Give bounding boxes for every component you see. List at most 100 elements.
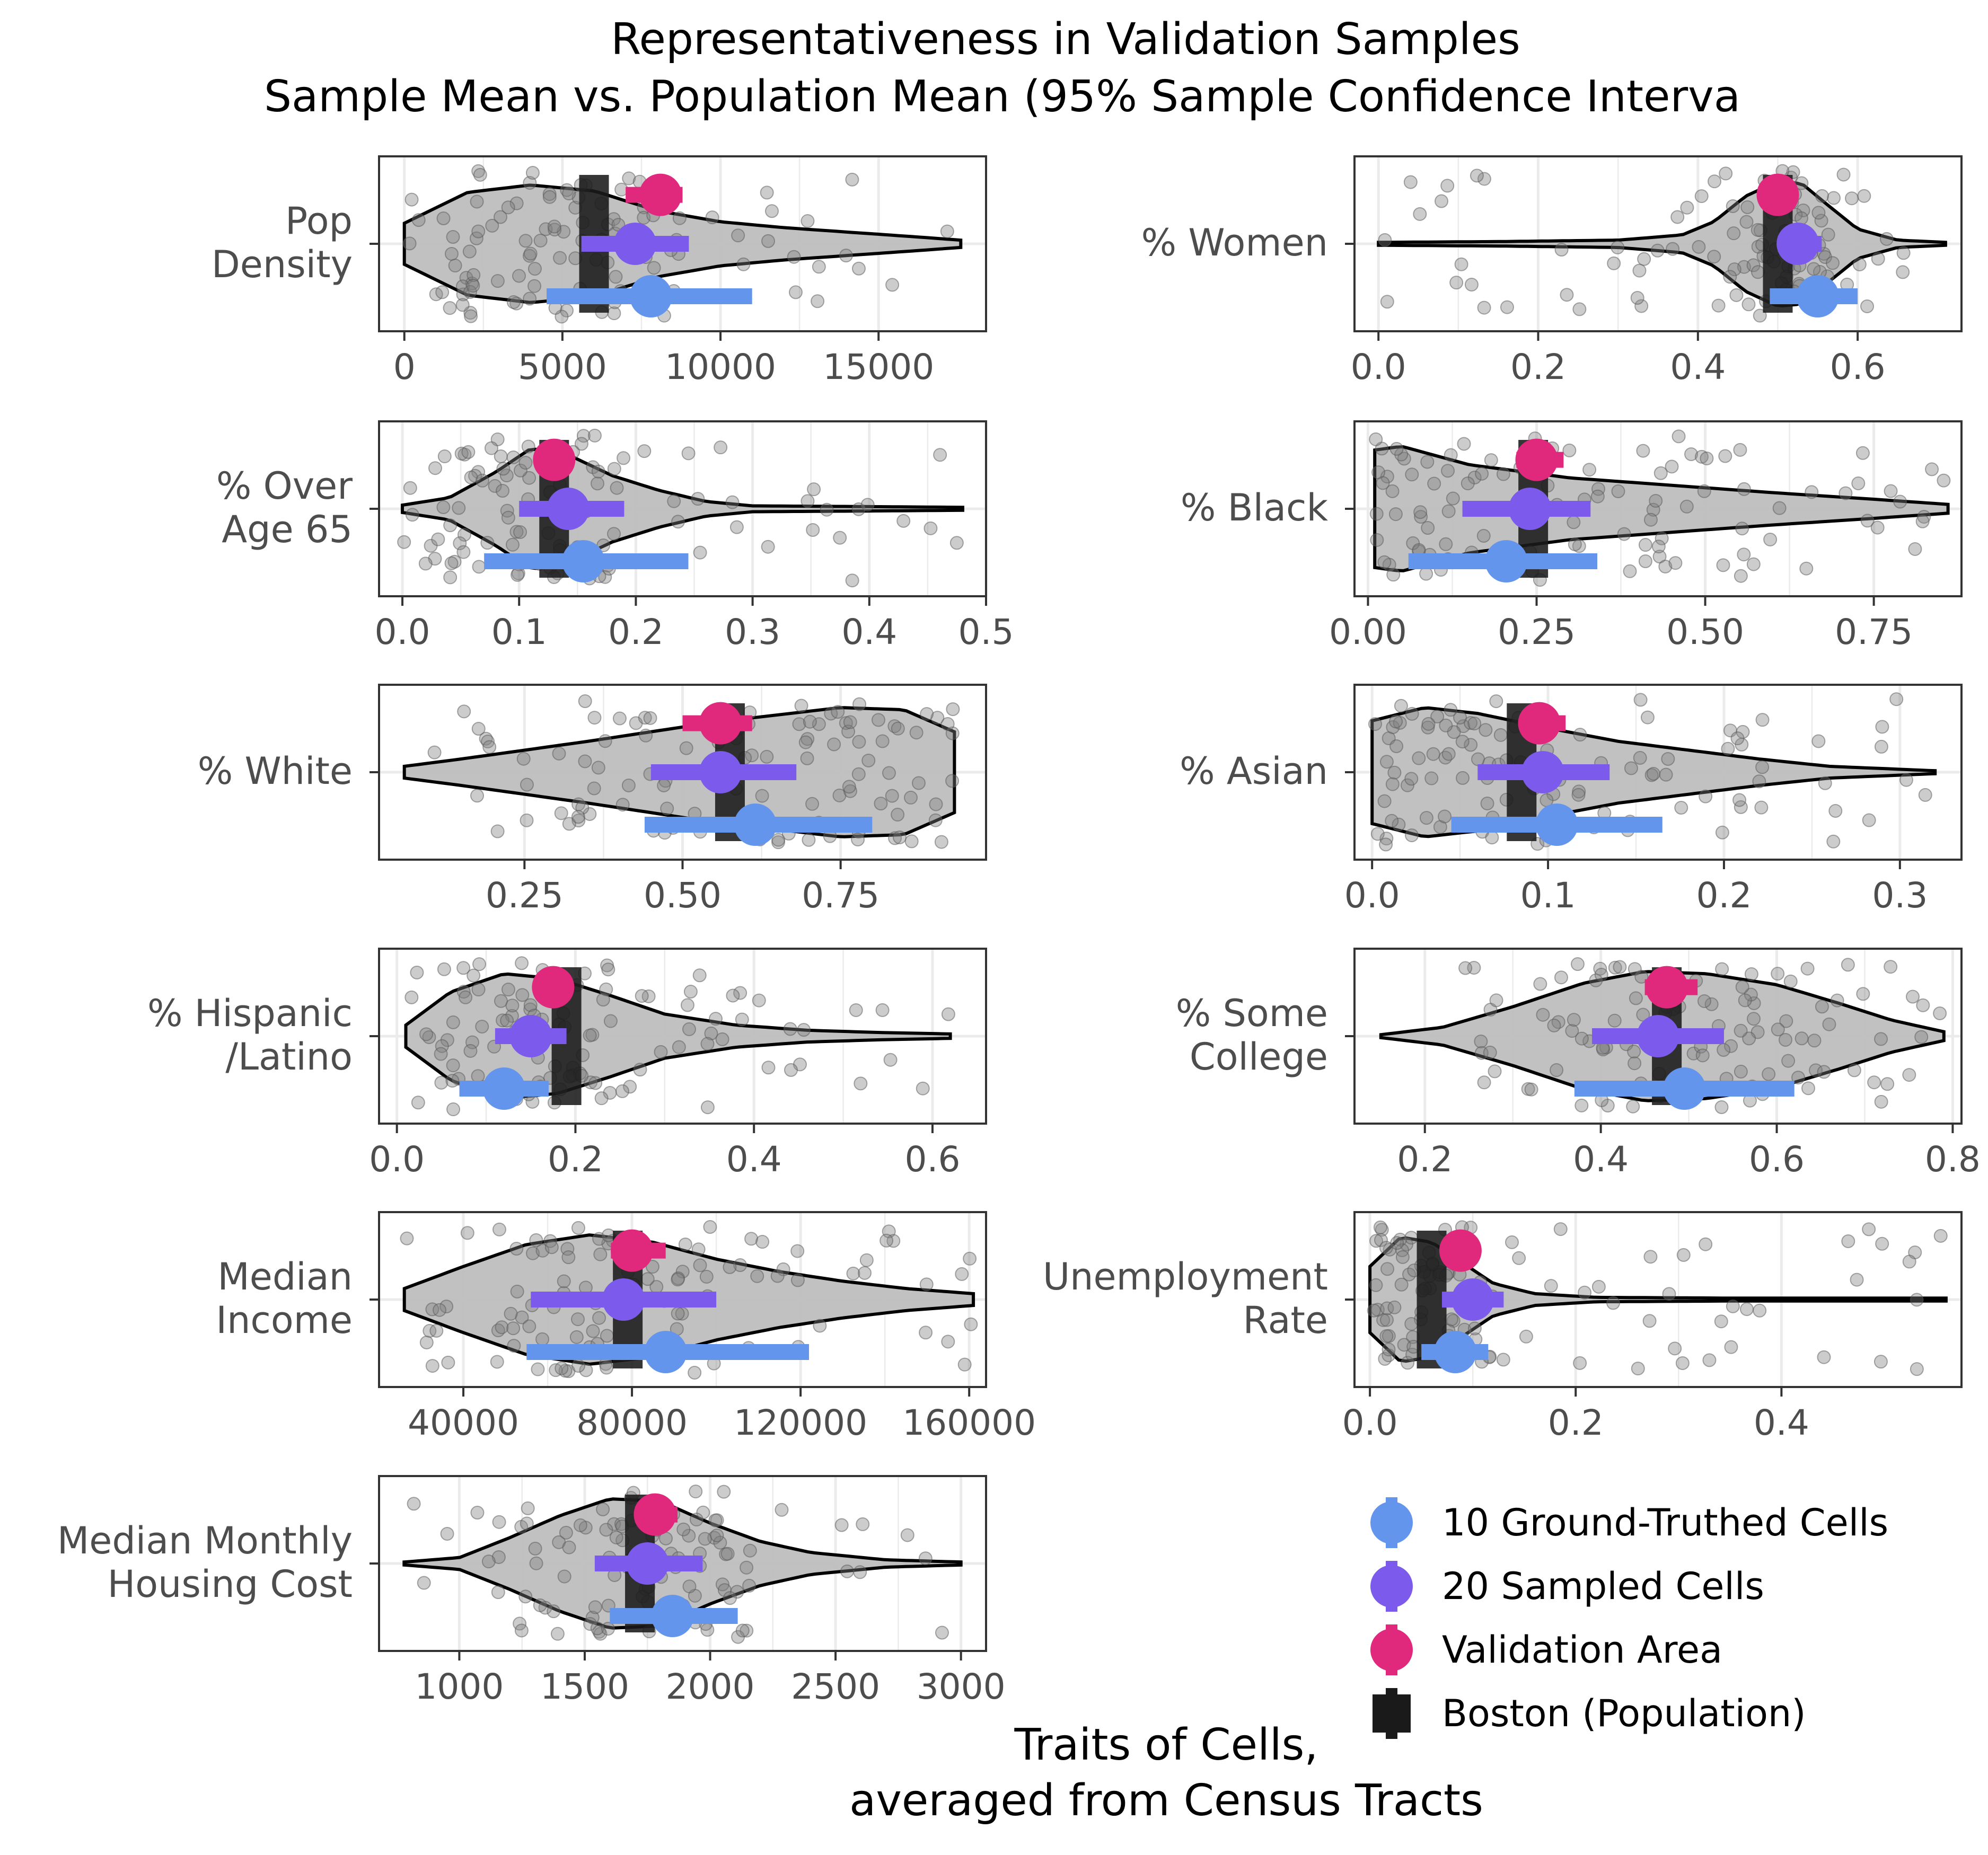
data-point (1533, 977, 1547, 991)
data-point (1841, 958, 1855, 972)
data-point (448, 259, 462, 273)
data-point (1457, 437, 1471, 451)
data-point (1413, 207, 1427, 221)
data-point (1623, 564, 1637, 578)
data-point (1650, 243, 1665, 258)
data-point (875, 734, 890, 748)
data-point (853, 1565, 867, 1579)
data-point (891, 808, 905, 822)
data-point (1795, 1031, 1809, 1046)
data-point (1676, 1248, 1691, 1262)
data-point (445, 1074, 460, 1088)
panel: % Black 0.00 0.25 0.50 0.75 (1181, 420, 1963, 652)
data-point (507, 1339, 521, 1353)
data-point (617, 451, 631, 465)
data-point (1902, 1255, 1916, 1269)
data-point (1628, 962, 1642, 976)
data-point (461, 445, 476, 459)
data-point (1607, 1013, 1622, 1028)
data-point (1453, 710, 1467, 725)
data-point (1382, 1348, 1396, 1363)
data-point (1899, 773, 1913, 787)
data-point (1828, 803, 1843, 818)
data-point (457, 527, 471, 542)
data-point (788, 285, 803, 299)
data-point (1727, 262, 1741, 277)
data-point (1374, 1233, 1388, 1247)
panel: % White 0.25 0.50 0.75 (198, 684, 987, 916)
data-point (1873, 1355, 1888, 1369)
data-point (1727, 226, 1741, 241)
sampled-mean-point (1508, 488, 1551, 530)
data-point (1740, 200, 1755, 214)
data-point (920, 707, 934, 721)
data-point (647, 261, 661, 275)
data-point (704, 1026, 718, 1040)
data-point (682, 1022, 696, 1036)
data-point (1387, 1300, 1402, 1314)
panel-label: Rate (1243, 1298, 1328, 1342)
data-point (1799, 561, 1814, 576)
data-point (1524, 1082, 1538, 1097)
data-point (671, 515, 685, 529)
data-point (792, 717, 806, 731)
data-point (689, 1513, 703, 1527)
data-point (444, 556, 459, 570)
data-point (1726, 199, 1740, 213)
panel: % Hispanic/Latino 0.0 0.2 0.4 0.6 (147, 948, 987, 1180)
data-point (1367, 1303, 1381, 1318)
panel-label: % White (198, 749, 353, 793)
data-point (1755, 760, 1770, 774)
data-point (535, 1332, 550, 1346)
data-point (439, 1300, 454, 1314)
data-point (1613, 960, 1627, 974)
data-point (752, 993, 766, 1008)
data-point (717, 1485, 731, 1499)
data-point (523, 246, 538, 261)
data-point (807, 482, 821, 497)
data-point (710, 1528, 724, 1542)
data-point (472, 560, 486, 574)
data-point (1734, 569, 1748, 583)
data-point (1889, 692, 1904, 706)
data-point (1369, 1234, 1384, 1248)
data-point (1916, 998, 1930, 1012)
data-point (596, 1502, 610, 1516)
data-point (1574, 1031, 1589, 1046)
data-point (1716, 558, 1730, 572)
data-point (679, 741, 693, 755)
data-point (683, 985, 698, 999)
data-point (1699, 1237, 1713, 1251)
data-point (1862, 1222, 1876, 1236)
data-point (715, 1032, 729, 1046)
x-tick-label: 0.2 (548, 1139, 603, 1180)
data-point (588, 1076, 603, 1090)
data-point (529, 1233, 543, 1247)
data-point (1421, 717, 1436, 731)
data-point (428, 461, 442, 475)
data-point (735, 1623, 750, 1638)
validation-mean-point (533, 438, 576, 481)
x-tick-label: 0.2 (1696, 875, 1752, 916)
data-point (1751, 223, 1765, 237)
ground_truthed-mean-point (1485, 540, 1528, 582)
data-point (1879, 232, 1894, 246)
data-point (516, 752, 531, 766)
data-point (638, 711, 652, 725)
data-point (671, 1273, 685, 1287)
data-point (520, 1516, 534, 1531)
panel-label: Unemployment (1043, 1255, 1328, 1298)
data-point (518, 234, 533, 248)
data-point (490, 824, 505, 838)
panel-label: Age 65 (222, 508, 353, 551)
data-point (591, 464, 605, 479)
data-point (455, 298, 470, 312)
data-point (1405, 467, 1419, 482)
sampled-mean-point (547, 488, 590, 530)
data-point (851, 832, 865, 846)
data-point (1368, 717, 1382, 731)
data-point (501, 983, 515, 997)
